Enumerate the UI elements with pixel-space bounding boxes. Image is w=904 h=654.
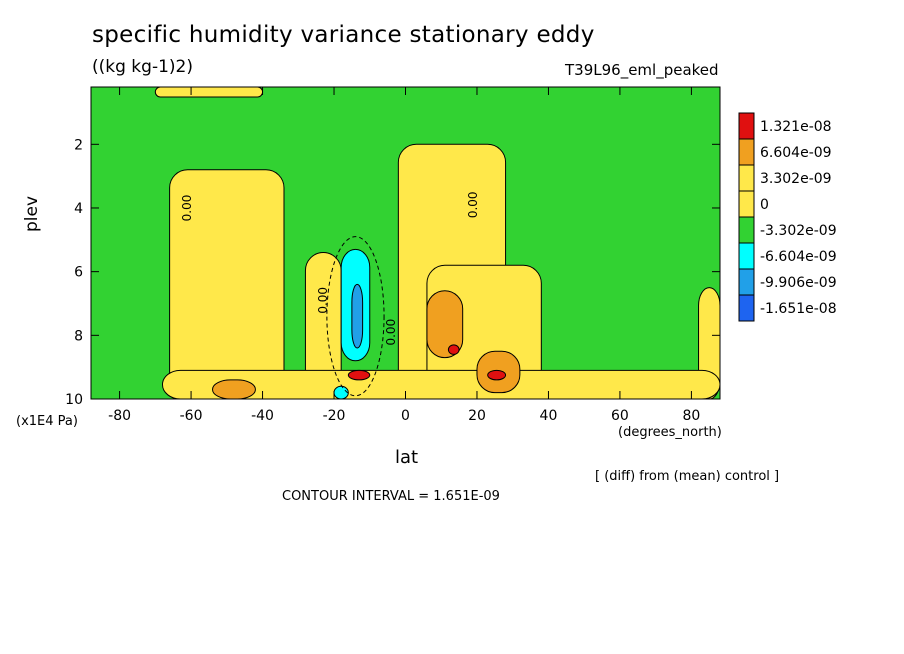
x-tick-label: 40 [540,408,558,424]
colorbar-swatch [738,242,755,270]
y-tick-label: 10 [65,392,83,408]
x-axis-label: lat [395,447,419,468]
contour-region [212,379,256,399]
x-tick-label: 0 [401,408,410,424]
colorbar-label: 3.302e-09 [760,171,832,187]
x-axis-units: (degrees_north) [618,425,722,440]
x-tick-label: -20 [323,408,346,424]
y-tick-label: 6 [74,265,83,281]
colorbar-swatch [738,268,755,296]
colorbar-label: -9.906e-09 [760,275,837,291]
colorbar-swatch [738,216,755,244]
contour-region [347,369,371,381]
x-tick-label: 20 [468,408,486,424]
colorbar-swatch [738,294,755,322]
colorbar-label: -6.604e-09 [760,249,837,265]
run-name: T39L96_eml_peaked [565,61,719,79]
x-tick-label: 60 [611,408,629,424]
colorbar-swatch [738,164,755,192]
contour-label: 0.00 [466,191,480,218]
contour-region [333,385,349,399]
y-tick-label: 4 [74,201,83,217]
colorbar-label: -3.302e-09 [760,223,837,239]
x-tick-label: -60 [180,408,203,424]
y-axis-units: (x1E4 Pa) [16,414,78,429]
contour-region [487,369,507,381]
x-tick-label: -40 [251,408,274,424]
contour-label: 0.00 [180,195,194,222]
contour-region [351,283,364,349]
contour-region [169,169,285,399]
chart-title: specific humidity variance stationary ed… [92,22,595,48]
colorbar-label: -1.651e-08 [760,301,837,317]
colorbar-label: 1.321e-08 [760,119,832,135]
contour-region [426,290,464,359]
colorbar-swatch [738,190,755,218]
y-tick-label: 8 [74,328,83,344]
contour-region [154,87,264,98]
contour-region [447,344,460,355]
x-tick-label: 80 [682,408,700,424]
negative-contour [326,236,385,397]
diff-note: [ (diff) from (mean) control ] [595,469,780,484]
colorbar-label: 0 [760,197,769,213]
contour-label: 0.00 [316,287,330,314]
contour-label: 0.00 [384,319,398,346]
colorbar-label: 6.604e-09 [760,145,832,161]
chart-units: ((kg kg-1)2) [92,57,193,77]
colorbar-swatch [738,138,755,166]
contour-interval: CONTOUR INTERVAL = 1.651E-09 [282,489,500,504]
x-tick-label: -80 [108,408,131,424]
colorbar-swatch [738,112,755,140]
y-tick-label: 2 [74,137,83,153]
